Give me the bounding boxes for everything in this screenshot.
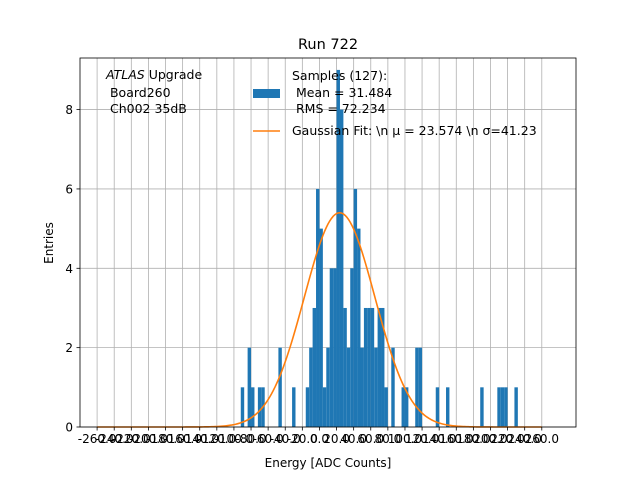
histogram-bar bbox=[329, 268, 334, 427]
histogram-bar bbox=[480, 387, 484, 427]
x-axis-label: Energy [ADC Counts] bbox=[265, 456, 392, 470]
y-tick-label: 6 bbox=[65, 182, 73, 196]
x-tick-label: 160.0 bbox=[439, 432, 473, 446]
x-tick-label: 240.0 bbox=[508, 432, 542, 446]
y-axis-label: Entries bbox=[42, 222, 56, 264]
chart-title: Run 722 bbox=[298, 37, 358, 53]
y-tick-label: 0 bbox=[65, 421, 73, 435]
x-tick-label: -200.0 bbox=[129, 432, 168, 446]
histogram-bar bbox=[415, 347, 419, 427]
x-tick-label: 60.0 bbox=[357, 432, 384, 446]
x-tick-label: 0.0 bbox=[310, 432, 329, 446]
histogram-bar bbox=[504, 387, 508, 427]
legend: Samples (127): Mean = 31.484 RMS = 72.23… bbox=[253, 68, 537, 138]
histogram-bar bbox=[292, 387, 296, 427]
histogram-bar bbox=[240, 387, 245, 427]
legend-histogram-swatch bbox=[253, 89, 280, 98]
histogram-bar bbox=[377, 307, 382, 427]
x-tick-label: 220.0 bbox=[490, 432, 524, 446]
x-tick-label: -260.0 bbox=[78, 432, 117, 446]
histogram-bar bbox=[350, 268, 354, 427]
histogram-bar bbox=[497, 387, 501, 427]
x-tick-label: 120.0 bbox=[405, 432, 439, 446]
histogram-bar bbox=[367, 307, 371, 427]
x-tick-label: -20.0 bbox=[287, 432, 318, 446]
x-tick-label: -140.0 bbox=[180, 432, 219, 446]
x-tick-label: 20.0 bbox=[323, 432, 350, 446]
histogram-bar bbox=[374, 347, 378, 427]
histogram-bar bbox=[404, 387, 409, 427]
x-tick-label: 260.0 bbox=[525, 432, 559, 446]
plot-frame bbox=[79, 57, 577, 428]
histogram-bar bbox=[384, 387, 388, 427]
annotation-line-1: ATLAS Upgrade bbox=[105, 67, 202, 82]
histogram-bar bbox=[370, 307, 375, 427]
histogram-bar bbox=[257, 387, 262, 427]
legend-gaussian-label: Gaussian Fit: \n μ = 23.574 \n σ=41.23 bbox=[292, 123, 537, 138]
x-tick-label: -80.0 bbox=[236, 432, 267, 446]
histogram-bar bbox=[446, 387, 450, 427]
histogram-bar bbox=[514, 387, 518, 427]
histogram-bar bbox=[435, 387, 440, 427]
histogram-bar bbox=[322, 387, 327, 427]
histogram-bars bbox=[240, 69, 518, 428]
axis-ticks: -260.0-240.0-220.0-200.0-180.0-160.0-140… bbox=[65, 103, 559, 446]
histogram-bar bbox=[333, 268, 337, 427]
upgrade-label: Upgrade bbox=[145, 67, 203, 82]
x-tick-label: 100.0 bbox=[388, 432, 422, 446]
histogram-bar bbox=[309, 347, 313, 427]
x-tick-label: 180.0 bbox=[456, 432, 490, 446]
x-tick-label: 40.0 bbox=[340, 432, 367, 446]
histogram-bar bbox=[336, 69, 340, 427]
annotation-line-3: Ch002 35dB bbox=[106, 101, 187, 116]
x-tick-label: 80.0 bbox=[375, 432, 402, 446]
x-tick-label: 200.0 bbox=[473, 432, 507, 446]
x-tick-label: -180.0 bbox=[146, 432, 185, 446]
x-tick-label: -220.0 bbox=[112, 432, 151, 446]
x-tick-label: -60.0 bbox=[253, 432, 284, 446]
histogram-bar bbox=[312, 307, 317, 427]
atlas-annotation: ATLAS Upgrade Board260 Ch002 35dB bbox=[105, 67, 202, 116]
histogram-bar bbox=[391, 347, 395, 427]
histogram-bar bbox=[346, 347, 351, 427]
x-tick-label: -240.0 bbox=[95, 432, 134, 446]
legend-rms-label: RMS = 72.234 bbox=[292, 101, 386, 116]
x-tick-label: 140.0 bbox=[422, 432, 456, 446]
x-tick-label: -120.0 bbox=[197, 432, 236, 446]
annotation-line-2: Board260 bbox=[106, 85, 171, 100]
histogram-bar bbox=[360, 347, 364, 427]
histogram-bar bbox=[319, 228, 323, 427]
histogram-bar bbox=[251, 387, 255, 427]
histogram-bar bbox=[418, 347, 423, 427]
histogram-bar bbox=[401, 387, 405, 427]
histogram-bar bbox=[326, 347, 330, 427]
histogram-bar bbox=[343, 307, 347, 427]
atlas-label: ATLAS bbox=[105, 67, 145, 82]
x-tick-label: -160.0 bbox=[163, 432, 202, 446]
legend-samples-label: Samples (127): bbox=[292, 68, 387, 83]
histogram-bar bbox=[381, 307, 385, 427]
histogram-bar bbox=[353, 188, 358, 427]
x-tick-label: -40.0 bbox=[270, 432, 301, 446]
x-tick-label: -100.0 bbox=[215, 432, 254, 446]
histogram-bar bbox=[278, 347, 282, 427]
y-tick-label: 2 bbox=[65, 341, 73, 355]
histogram-bar bbox=[247, 347, 252, 427]
histogram-bar bbox=[339, 109, 344, 428]
histogram-bar bbox=[500, 387, 505, 427]
histogram-bar bbox=[357, 228, 361, 427]
legend-mean-label: Mean = 31.484 bbox=[292, 85, 392, 100]
y-tick-label: 4 bbox=[65, 262, 73, 276]
histogram-bar bbox=[363, 307, 368, 427]
y-tick-label: 8 bbox=[65, 103, 73, 117]
histogram-bar bbox=[316, 188, 320, 427]
histogram-bar bbox=[305, 387, 310, 427]
